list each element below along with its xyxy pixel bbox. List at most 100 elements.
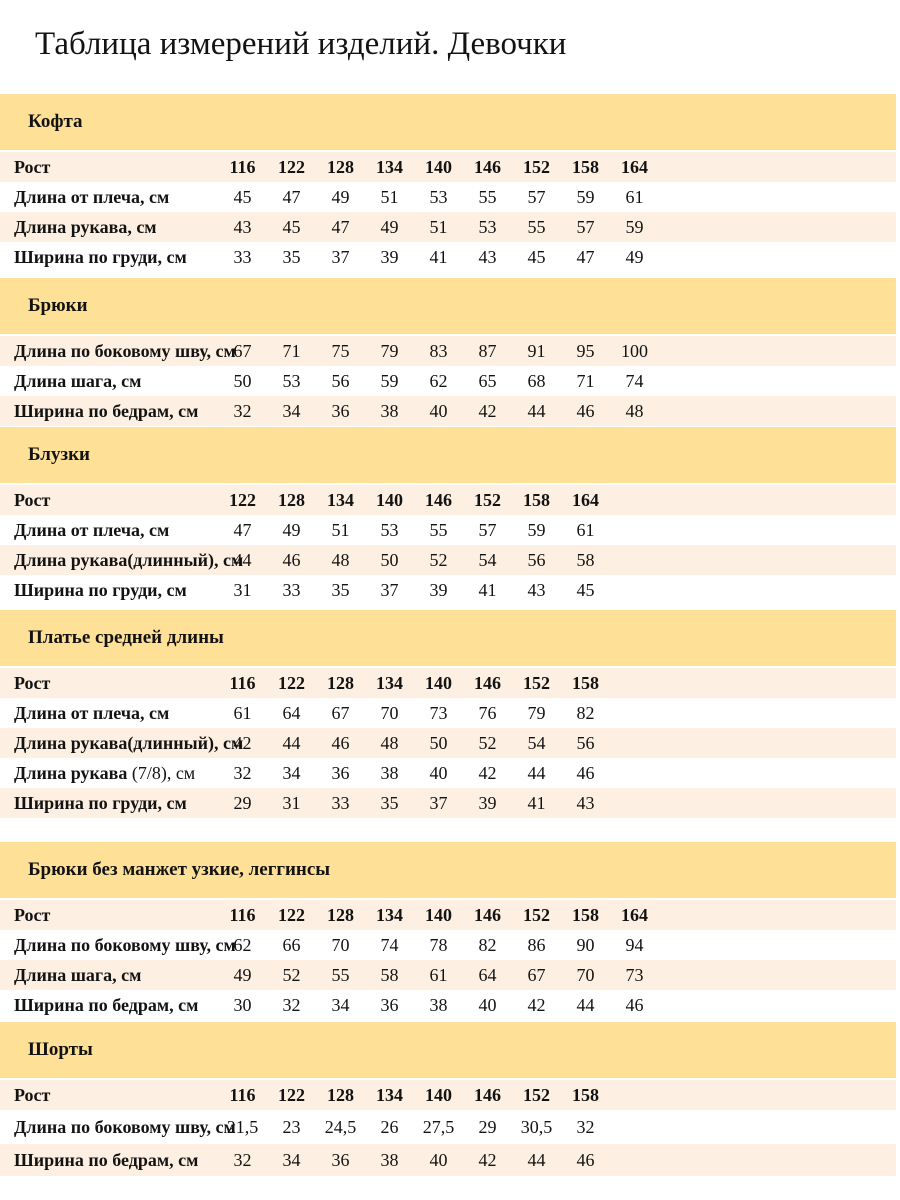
table-cell: 57 bbox=[478, 519, 497, 540]
table-cell: 59 bbox=[380, 370, 399, 391]
table-cell: 56 bbox=[576, 732, 595, 753]
table-cell: 42 bbox=[478, 400, 497, 421]
table-cell: 37 bbox=[429, 792, 448, 813]
row-label-text: Длина рукава(длинный), см bbox=[14, 549, 244, 570]
table-cell: 164 bbox=[572, 489, 599, 510]
table-cell: 46 bbox=[576, 400, 595, 421]
row-label: Рост bbox=[0, 157, 218, 178]
row-label-suffix: (7/8), см bbox=[127, 762, 196, 783]
table-row: Длина от плеча, см 45 47 49 51 53 55 57 59 61 bbox=[0, 182, 896, 212]
table-cell: 21,5 bbox=[226, 1116, 259, 1137]
table-row: Длина от плеча, см 47 49 51 53 55 57 59 61 bbox=[0, 515, 896, 545]
section-shorty: Шорты Рост 116 122 128 134 140 146 152 158 Длина п… bbox=[0, 1022, 896, 1176]
table-cell: 62 bbox=[233, 934, 252, 955]
section-header-shorty: Шорты bbox=[0, 1022, 896, 1078]
table-cell: 49 bbox=[233, 964, 252, 985]
table-cell: 53 bbox=[478, 216, 497, 237]
table-row: Ширина по бедрам, см 32 34 36 38 40 42 44 46 bbox=[0, 1144, 896, 1176]
table-cell: 32 bbox=[233, 1149, 252, 1170]
table-row: Ширина по груди, см 33 35 37 39 41 43 45 47 49 bbox=[0, 242, 896, 272]
table-cell: 134 bbox=[376, 904, 403, 925]
table-cell: 91 bbox=[527, 340, 546, 361]
table-cell: 146 bbox=[474, 672, 501, 693]
table-cell: 65 bbox=[478, 370, 497, 391]
section-rows: Рост 122 128 134 140 146 152 158 164 Длина от пле… bbox=[0, 485, 896, 605]
table-cell: 70 bbox=[380, 702, 399, 723]
table-cell: 37 bbox=[331, 246, 350, 267]
row-label-text: Длина шага, см bbox=[14, 964, 142, 985]
table-cell: 33 bbox=[331, 792, 350, 813]
row-label: Ширина по бедрам, см bbox=[0, 1150, 218, 1171]
table-cell: 30,5 bbox=[520, 1116, 553, 1137]
table-cell: 40 bbox=[429, 762, 448, 783]
table-cell: 64 bbox=[282, 702, 301, 723]
row-label-text: Длина рукава, см bbox=[14, 216, 157, 237]
table-cell: 39 bbox=[429, 579, 448, 600]
table-cell: 152 bbox=[474, 489, 501, 510]
table-cell: 55 bbox=[331, 964, 350, 985]
row-label: Длина по боковому шву, см bbox=[0, 935, 236, 956]
table-cell: 56 bbox=[527, 549, 546, 570]
section-header-kofta: Кофта bbox=[0, 94, 896, 150]
table-cell: 64 bbox=[478, 964, 497, 985]
table-cell: 122 bbox=[278, 1084, 305, 1105]
table-cell: 87 bbox=[478, 340, 497, 361]
table-cell: 44 bbox=[233, 549, 252, 570]
table-row-height-header: Рост 116 122 128 134 140 146 152 158 164 bbox=[0, 152, 896, 182]
table-cell: 74 bbox=[625, 370, 644, 391]
table-cell: 128 bbox=[327, 1084, 354, 1105]
table-cell: 158 bbox=[572, 672, 599, 693]
table-cell: 36 bbox=[331, 762, 350, 783]
table-cell: 47 bbox=[233, 519, 252, 540]
table-cell: 74 bbox=[380, 934, 399, 955]
table-row: Длина по боковому шву, см 67 71 75 79 83 87 91 9… bbox=[0, 336, 896, 366]
table-cell: 38 bbox=[380, 400, 399, 421]
table-row: Длина рукава(длинный), см 44 46 48 50 52 54 56 5… bbox=[0, 545, 896, 575]
table-cell: 116 bbox=[229, 672, 256, 693]
table-cell: 158 bbox=[572, 156, 599, 177]
table-cell: 49 bbox=[380, 216, 399, 237]
table-cell: 41 bbox=[527, 792, 546, 813]
table-cell: 82 bbox=[576, 702, 595, 723]
table-cell: 27,5 bbox=[422, 1116, 455, 1137]
section-platye-sredney-dliny: Платье средней длины Рост 116 122 128 134 140 1… bbox=[0, 610, 896, 818]
table-cell: 38 bbox=[380, 762, 399, 783]
table-cell: 31 bbox=[233, 579, 252, 600]
row-label: Длина от плеча, см bbox=[0, 187, 218, 208]
table-cell: 75 bbox=[331, 340, 350, 361]
table-cell: 146 bbox=[425, 489, 452, 510]
table-cell: 61 bbox=[625, 186, 644, 207]
table-cell: 152 bbox=[523, 904, 550, 925]
row-label: Рост bbox=[0, 1085, 218, 1106]
table-cell: 54 bbox=[527, 732, 546, 753]
table-cell: 55 bbox=[478, 186, 497, 207]
table-cell: 45 bbox=[576, 579, 595, 600]
table-row: Длина от плеча, см 61 64 67 70 73 76 79 82 bbox=[0, 698, 896, 728]
row-label-text: Рост bbox=[14, 156, 51, 177]
table-cell: 48 bbox=[625, 400, 644, 421]
table-cell: 51 bbox=[380, 186, 399, 207]
table-cell: 128 bbox=[327, 904, 354, 925]
row-label: Длина от плеча, см bbox=[0, 703, 218, 724]
table-cell: 122 bbox=[278, 156, 305, 177]
table-cell: 59 bbox=[527, 519, 546, 540]
table-cell: 30 bbox=[233, 994, 252, 1015]
section-header-leggingsy: Брюки без манжет узкие, леггинсы bbox=[0, 842, 896, 898]
row-label: Длина шага, см bbox=[0, 371, 218, 392]
table-cell: 42 bbox=[527, 994, 546, 1015]
table-cell: 51 bbox=[331, 519, 350, 540]
table-cell: 49 bbox=[282, 519, 301, 540]
section-title: Шорты bbox=[28, 1039, 93, 1060]
section-title: Блузки bbox=[28, 444, 91, 465]
document-header: Таблица измерений изделий. Девочки bbox=[0, 0, 900, 94]
table-cell: 79 bbox=[380, 340, 399, 361]
table-row: Длина по боковому шву, см 21,5 23 24,5 26 27,… bbox=[0, 1110, 896, 1144]
table-cell: 66 bbox=[282, 934, 301, 955]
row-label: Рост bbox=[0, 490, 218, 511]
table-cell: 42 bbox=[233, 732, 252, 753]
table-cell: 44 bbox=[527, 762, 546, 783]
table-cell: 26 bbox=[380, 1116, 399, 1137]
section-title: Брюки без манжет узкие, леггинсы bbox=[28, 859, 331, 880]
table-cell: 41 bbox=[429, 246, 448, 267]
row-label-text: Ширина по бедрам, см bbox=[14, 994, 199, 1015]
